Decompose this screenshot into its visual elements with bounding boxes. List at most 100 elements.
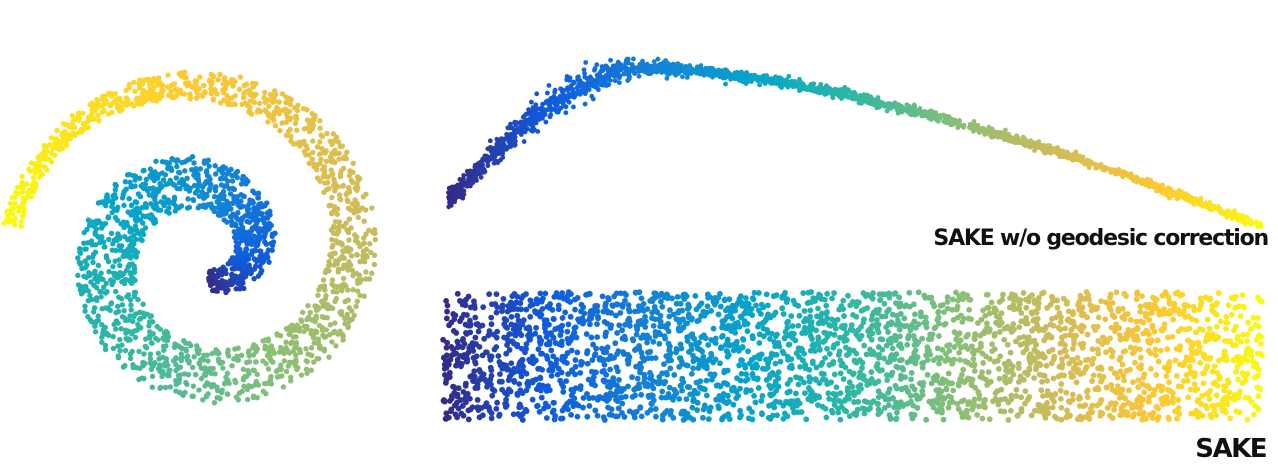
- strip-point: [572, 306, 578, 313]
- curve-point: [903, 107, 909, 113]
- strip-point: [599, 293, 606, 300]
- swiss-roll-point: [330, 329, 337, 336]
- strip-point: [813, 364, 820, 371]
- swiss-roll-point: [143, 176, 150, 183]
- swiss-roll-point: [62, 121, 68, 127]
- swiss-roll-point: [371, 261, 378, 268]
- swiss-roll-point: [112, 181, 118, 188]
- swiss-roll-point: [363, 269, 369, 275]
- swiss-roll-point: [198, 375, 205, 382]
- swiss-roll-point: [322, 287, 328, 293]
- swiss-roll-point: [248, 111, 255, 117]
- swiss-roll-point: [231, 172, 237, 179]
- curve-point: [732, 70, 738, 76]
- swiss-roll-point: [154, 204, 160, 211]
- strip-point: [1127, 344, 1134, 351]
- curve-point: [1032, 144, 1038, 150]
- swiss-roll-point: [361, 235, 367, 241]
- swiss-roll-point: [142, 201, 149, 207]
- swiss-roll-point: [297, 349, 304, 356]
- swiss-roll-point: [128, 184, 134, 190]
- curve-point: [448, 203, 454, 208]
- strip-point: [690, 352, 696, 359]
- swiss-roll-point: [241, 90, 247, 97]
- curve-point: [594, 62, 600, 68]
- swiss-roll-point: [47, 142, 53, 148]
- swiss-roll-point: [304, 370, 310, 376]
- swiss-roll-point: [10, 205, 17, 212]
- strip-point: [823, 414, 830, 421]
- strip-point: [910, 301, 917, 308]
- strip-point: [516, 381, 523, 387]
- swiss-roll-point: [337, 328, 343, 334]
- curve-point: [911, 110, 916, 116]
- strip-point: [1130, 379, 1136, 386]
- swiss-roll-point: [243, 246, 250, 252]
- curve-point: [612, 78, 618, 83]
- swiss-roll-point: [89, 319, 95, 325]
- swiss-roll-point: [161, 347, 167, 354]
- swiss-roll-point: [236, 86, 243, 93]
- swiss-roll-point: [152, 169, 158, 175]
- strip-point: [536, 408, 543, 415]
- strip-point: [954, 297, 961, 304]
- swiss-roll-point: [249, 80, 256, 87]
- swiss-roll-point: [19, 213, 26, 220]
- curve-point: [654, 69, 660, 75]
- curve-point: [911, 102, 917, 108]
- curve-point: [694, 66, 700, 71]
- swiss-roll-point: [227, 282, 233, 288]
- swiss-roll-point: [225, 261, 231, 267]
- swiss-roll-point: [233, 394, 240, 400]
- swiss-roll-point: [48, 135, 55, 141]
- swiss-roll-point: [270, 99, 276, 105]
- swiss-roll-point: [232, 377, 238, 384]
- swiss-roll-point: [289, 339, 295, 345]
- swiss-roll-point: [304, 146, 310, 152]
- curve-point: [1039, 147, 1045, 153]
- strip-point: [1007, 407, 1014, 414]
- curve-point: [474, 178, 479, 183]
- curve-point: [689, 70, 695, 76]
- swiss-roll-point: [59, 145, 66, 152]
- swiss-roll-point: [266, 259, 272, 265]
- swiss-roll-point: [351, 312, 357, 319]
- swiss-roll-point: [126, 81, 133, 88]
- swiss-roll-point: [347, 168, 353, 174]
- swiss-roll-point: [124, 236, 131, 243]
- curve-point: [1065, 151, 1071, 157]
- swiss-roll-point: [173, 175, 180, 181]
- swiss-roll-point: [266, 103, 272, 109]
- curve-point: [1129, 173, 1135, 179]
- swiss-roll-point: [92, 242, 99, 248]
- curve-point: [904, 102, 910, 108]
- swiss-roll-point: [360, 256, 366, 263]
- swiss-roll-point: [274, 104, 280, 111]
- swiss-roll-point: [239, 176, 246, 182]
- swiss-roll-point: [131, 289, 138, 296]
- swiss-roll-point: [196, 193, 202, 199]
- strip-point: [894, 409, 900, 416]
- swiss-roll-point: [271, 88, 278, 94]
- curve-point: [708, 68, 714, 74]
- curve-point: [590, 96, 596, 102]
- swiss-roll-point: [261, 94, 267, 101]
- strip-point: [1136, 346, 1143, 353]
- swiss-roll-point: [263, 391, 269, 397]
- curve-point: [1193, 199, 1199, 205]
- curve-point: [586, 78, 592, 84]
- swiss-roll-point: [113, 326, 119, 332]
- swiss-roll-point: [254, 371, 260, 378]
- curve-point: [1198, 197, 1204, 203]
- swiss-roll-point: [143, 76, 149, 83]
- swiss-roll-point: [228, 218, 235, 224]
- swiss-roll-point: [125, 100, 132, 107]
- swiss-roll-point: [84, 226, 90, 233]
- swiss-roll-point: [228, 166, 234, 173]
- swiss-roll-point: [220, 170, 226, 177]
- strip-point: [810, 295, 817, 302]
- swiss-roll-point: [160, 343, 167, 350]
- curve-point: [777, 81, 783, 87]
- curve-point: [668, 68, 674, 74]
- curve-point: [608, 68, 614, 73]
